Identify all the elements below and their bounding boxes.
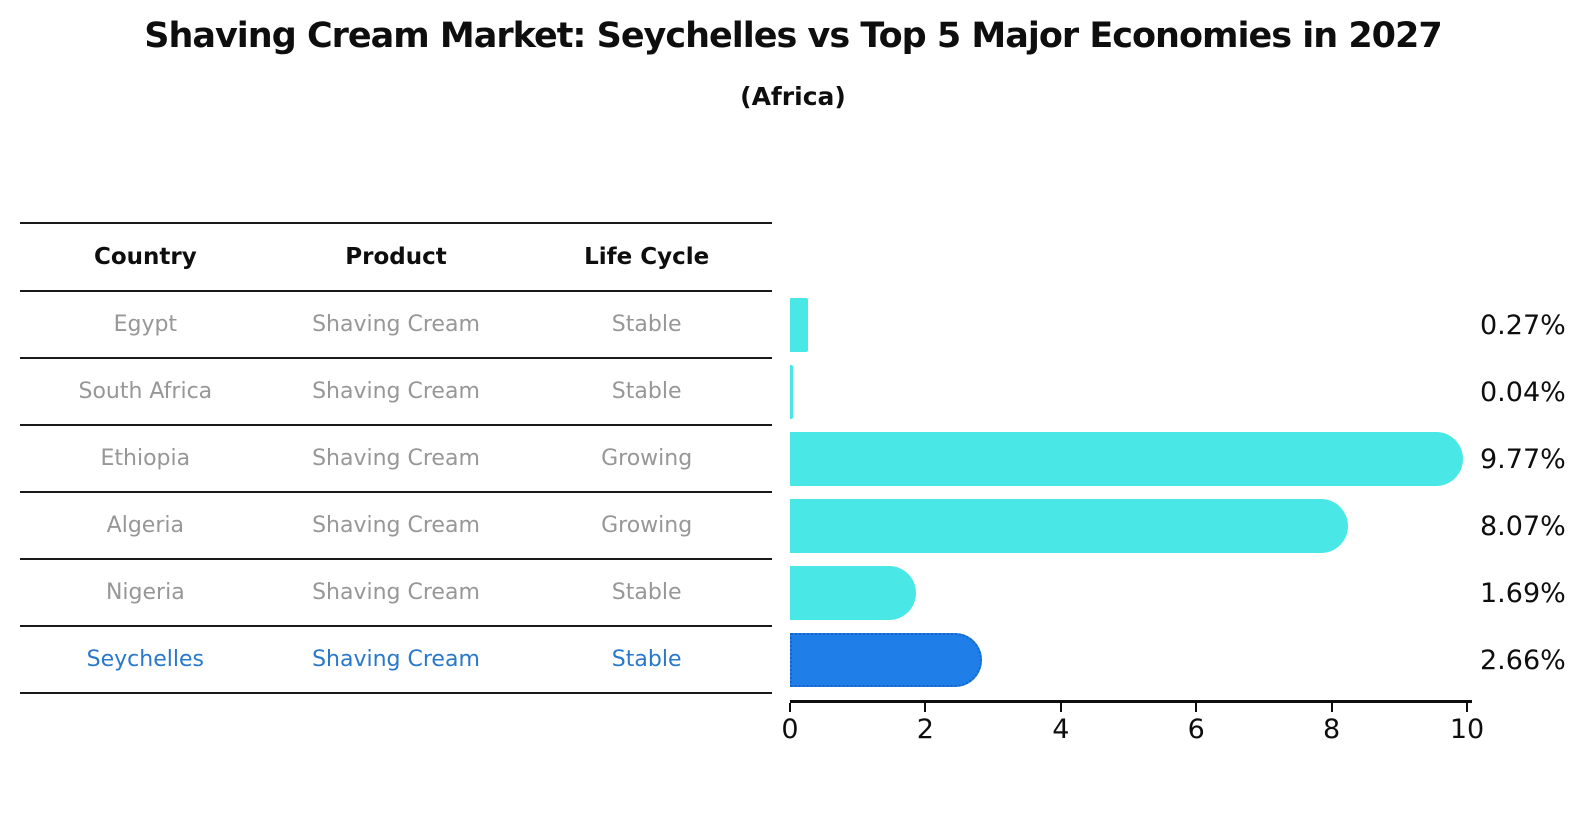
bar-row: [790, 359, 1490, 426]
bar-chart: [790, 292, 1490, 694]
market-share-bar-south-africa: [790, 365, 793, 419]
value-label: 2.66%: [1480, 645, 1566, 676]
x-axis: 0 2 4 6 8 10: [781, 700, 1484, 760]
x-axis-tick: [1195, 703, 1198, 712]
bar-row: [790, 493, 1490, 560]
value-labels: 0.27% 0.04% 9.77% 8.07% 1.69% 2.66%: [1480, 292, 1566, 694]
cell-country: Ethiopia: [100, 446, 191, 471]
cell-lifecycle: Stable: [611, 580, 682, 605]
cell-product: Shaving Cream: [312, 513, 480, 538]
table-row: South Africa Shaving Cream Stable: [20, 359, 772, 426]
value-label: 0.04%: [1480, 377, 1566, 408]
x-axis-tick: [789, 703, 791, 712]
bar-row: [790, 292, 1490, 359]
x-axis-tick: [1059, 703, 1062, 712]
cell-country: Egypt: [113, 312, 178, 337]
page-subtitle: (Africa): [740, 82, 846, 111]
comparison-table: Country Product Life Cycle Egypt Shaving…: [20, 222, 772, 694]
cell-product: Shaving Cream: [312, 446, 480, 471]
x-axis-tick: [924, 703, 927, 712]
cell-product: Shaving Cream: [312, 379, 480, 404]
value-label: 0.27%: [1480, 310, 1566, 341]
x-axis-tick-label: 10: [1449, 714, 1485, 745]
table-row: Nigeria Shaving Cream Stable: [20, 560, 772, 627]
market-share-bar-seychelles: [790, 633, 983, 687]
market-share-bar-algeria: [790, 499, 1349, 553]
x-axis-tick-label: 8: [1323, 714, 1341, 745]
cell-lifecycle: Growing: [601, 446, 693, 471]
value-label: 1.69%: [1480, 578, 1566, 609]
x-axis-line: [790, 700, 1472, 703]
market-share-bar-nigeria: [790, 566, 917, 620]
cell-lifecycle: Stable: [611, 312, 682, 337]
header-lifecycle: Life Cycle: [584, 244, 710, 270]
cell-product: Shaving Cream: [312, 312, 480, 337]
x-axis-tick-label: 4: [1052, 714, 1070, 745]
bar-row: [790, 560, 1490, 627]
value-label: 8.07%: [1480, 511, 1566, 542]
table-row: Egypt Shaving Cream Stable: [20, 292, 772, 359]
x-axis-tick: [1466, 703, 1468, 712]
table-body: Egypt Shaving Cream Stable South Africa …: [20, 292, 772, 694]
table-row: Ethiopia Shaving Cream Growing: [20, 426, 772, 493]
header-country: Country: [93, 244, 197, 270]
value-label: 9.77%: [1480, 444, 1566, 475]
x-axis-tick: [1330, 703, 1333, 712]
page-title: Shaving Cream Market: Seychelles vs Top …: [144, 16, 1443, 56]
cell-product: Shaving Cream: [312, 580, 480, 605]
market-share-bar-egypt: [790, 298, 809, 352]
bar-row: [790, 627, 1490, 694]
table-row: Algeria Shaving Cream Growing: [20, 493, 772, 560]
cell-country: Seychelles: [86, 647, 204, 672]
x-axis-tick-label: 2: [916, 714, 934, 745]
cell-product: Shaving Cream: [312, 647, 480, 672]
cell-lifecycle: Stable: [611, 379, 682, 404]
cell-lifecycle: Growing: [601, 513, 693, 538]
cell-country: South Africa: [78, 379, 213, 404]
cell-country: Nigeria: [105, 580, 185, 605]
market-share-bar-ethiopia: [790, 432, 1464, 486]
table-row: Seychelles Shaving Cream Stable: [20, 627, 772, 694]
header-product: Product: [345, 244, 447, 270]
bar-row: [790, 426, 1490, 493]
x-axis-tick-label: 6: [1187, 714, 1205, 745]
cell-lifecycle: Stable: [611, 647, 682, 672]
cell-country: Algeria: [106, 513, 184, 538]
x-axis-tick-label: 0: [781, 714, 799, 745]
table-header-row: Country Product Life Cycle: [20, 222, 772, 292]
